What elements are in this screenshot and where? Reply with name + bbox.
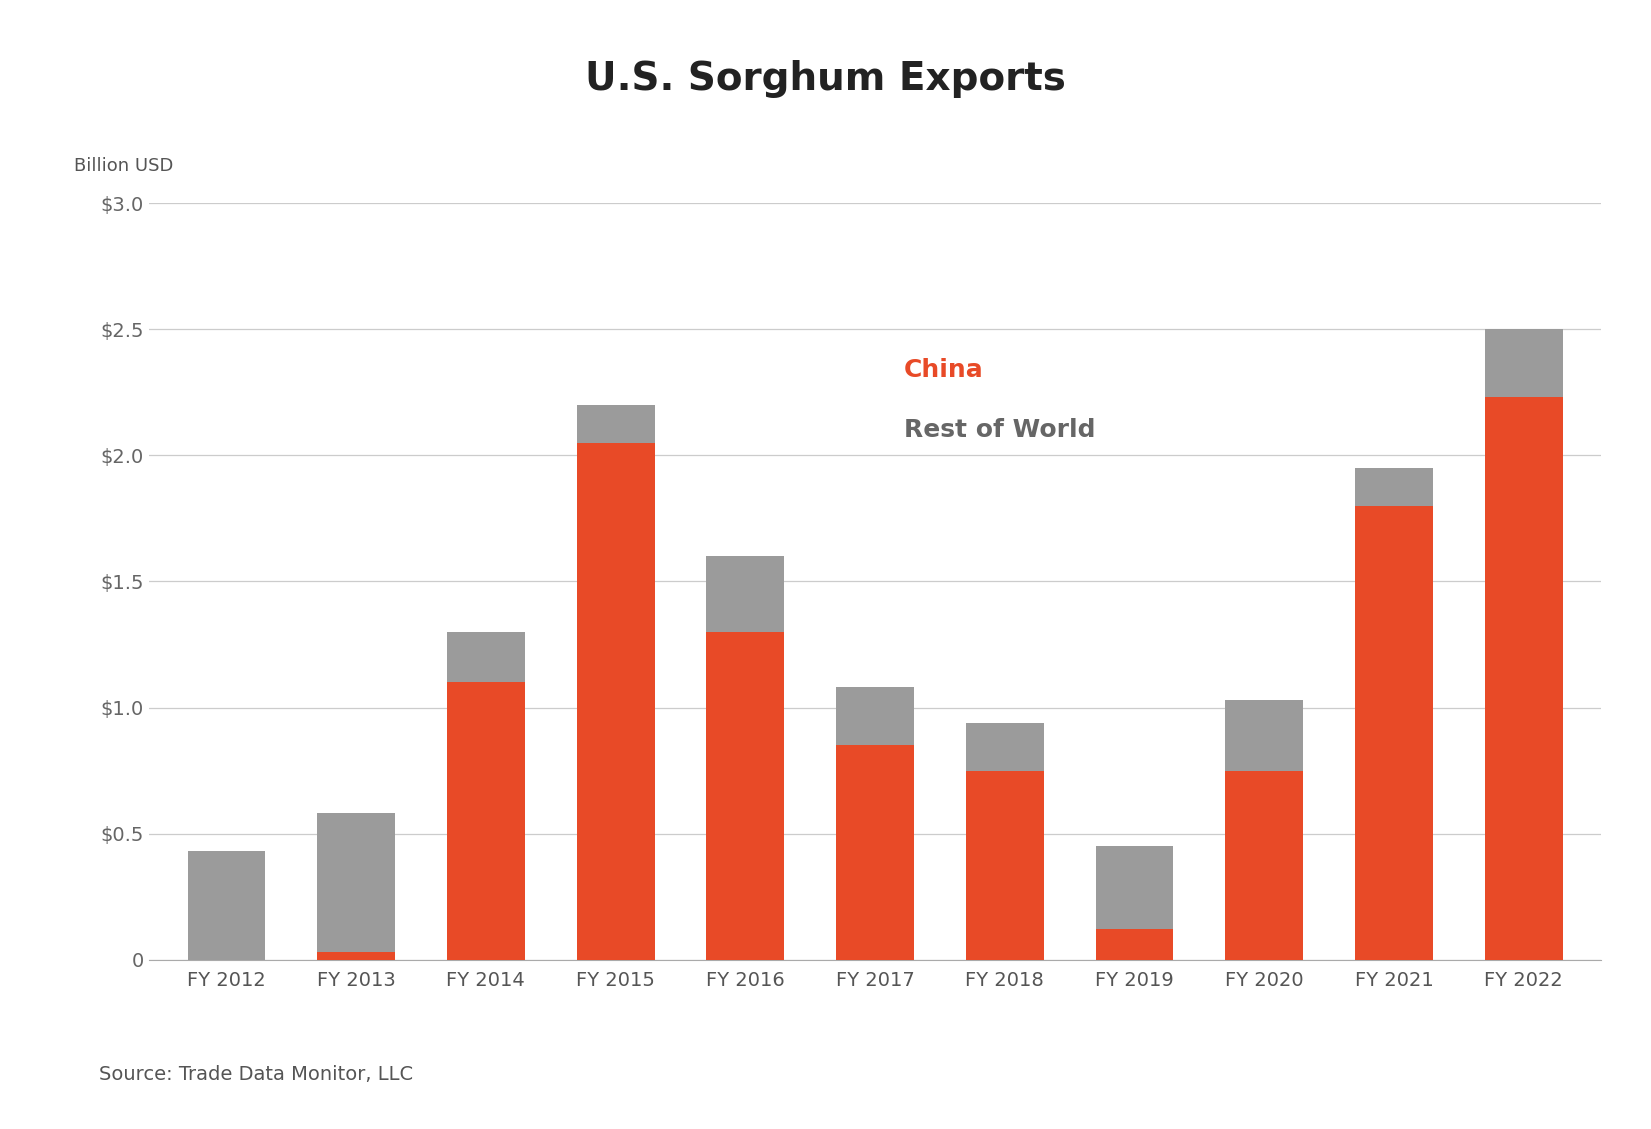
Bar bbox=[1225, 700, 1303, 770]
Bar bbox=[1225, 770, 1303, 960]
Bar bbox=[835, 745, 915, 960]
Bar bbox=[1096, 847, 1174, 929]
Bar bbox=[707, 557, 784, 632]
Bar bbox=[966, 770, 1043, 960]
Bar bbox=[188, 851, 266, 960]
Bar bbox=[1484, 330, 1562, 397]
Bar bbox=[707, 632, 784, 960]
Bar bbox=[576, 405, 654, 443]
Bar bbox=[835, 688, 915, 745]
Bar bbox=[1355, 467, 1433, 506]
Bar bbox=[1096, 929, 1174, 960]
Bar bbox=[317, 952, 395, 960]
Bar bbox=[966, 723, 1043, 770]
Text: Rest of World: Rest of World bbox=[905, 418, 1096, 443]
Bar bbox=[317, 813, 395, 952]
Bar bbox=[576, 443, 654, 960]
Bar bbox=[1484, 397, 1562, 960]
Bar bbox=[447, 682, 525, 960]
Text: U.S. Sorghum Exports: U.S. Sorghum Exports bbox=[584, 60, 1067, 98]
Text: Source: Trade Data Monitor, LLC: Source: Trade Data Monitor, LLC bbox=[99, 1065, 413, 1084]
Text: Billion USD: Billion USD bbox=[74, 157, 173, 175]
Bar bbox=[1355, 506, 1433, 960]
Text: China: China bbox=[905, 358, 984, 382]
Bar bbox=[447, 632, 525, 682]
